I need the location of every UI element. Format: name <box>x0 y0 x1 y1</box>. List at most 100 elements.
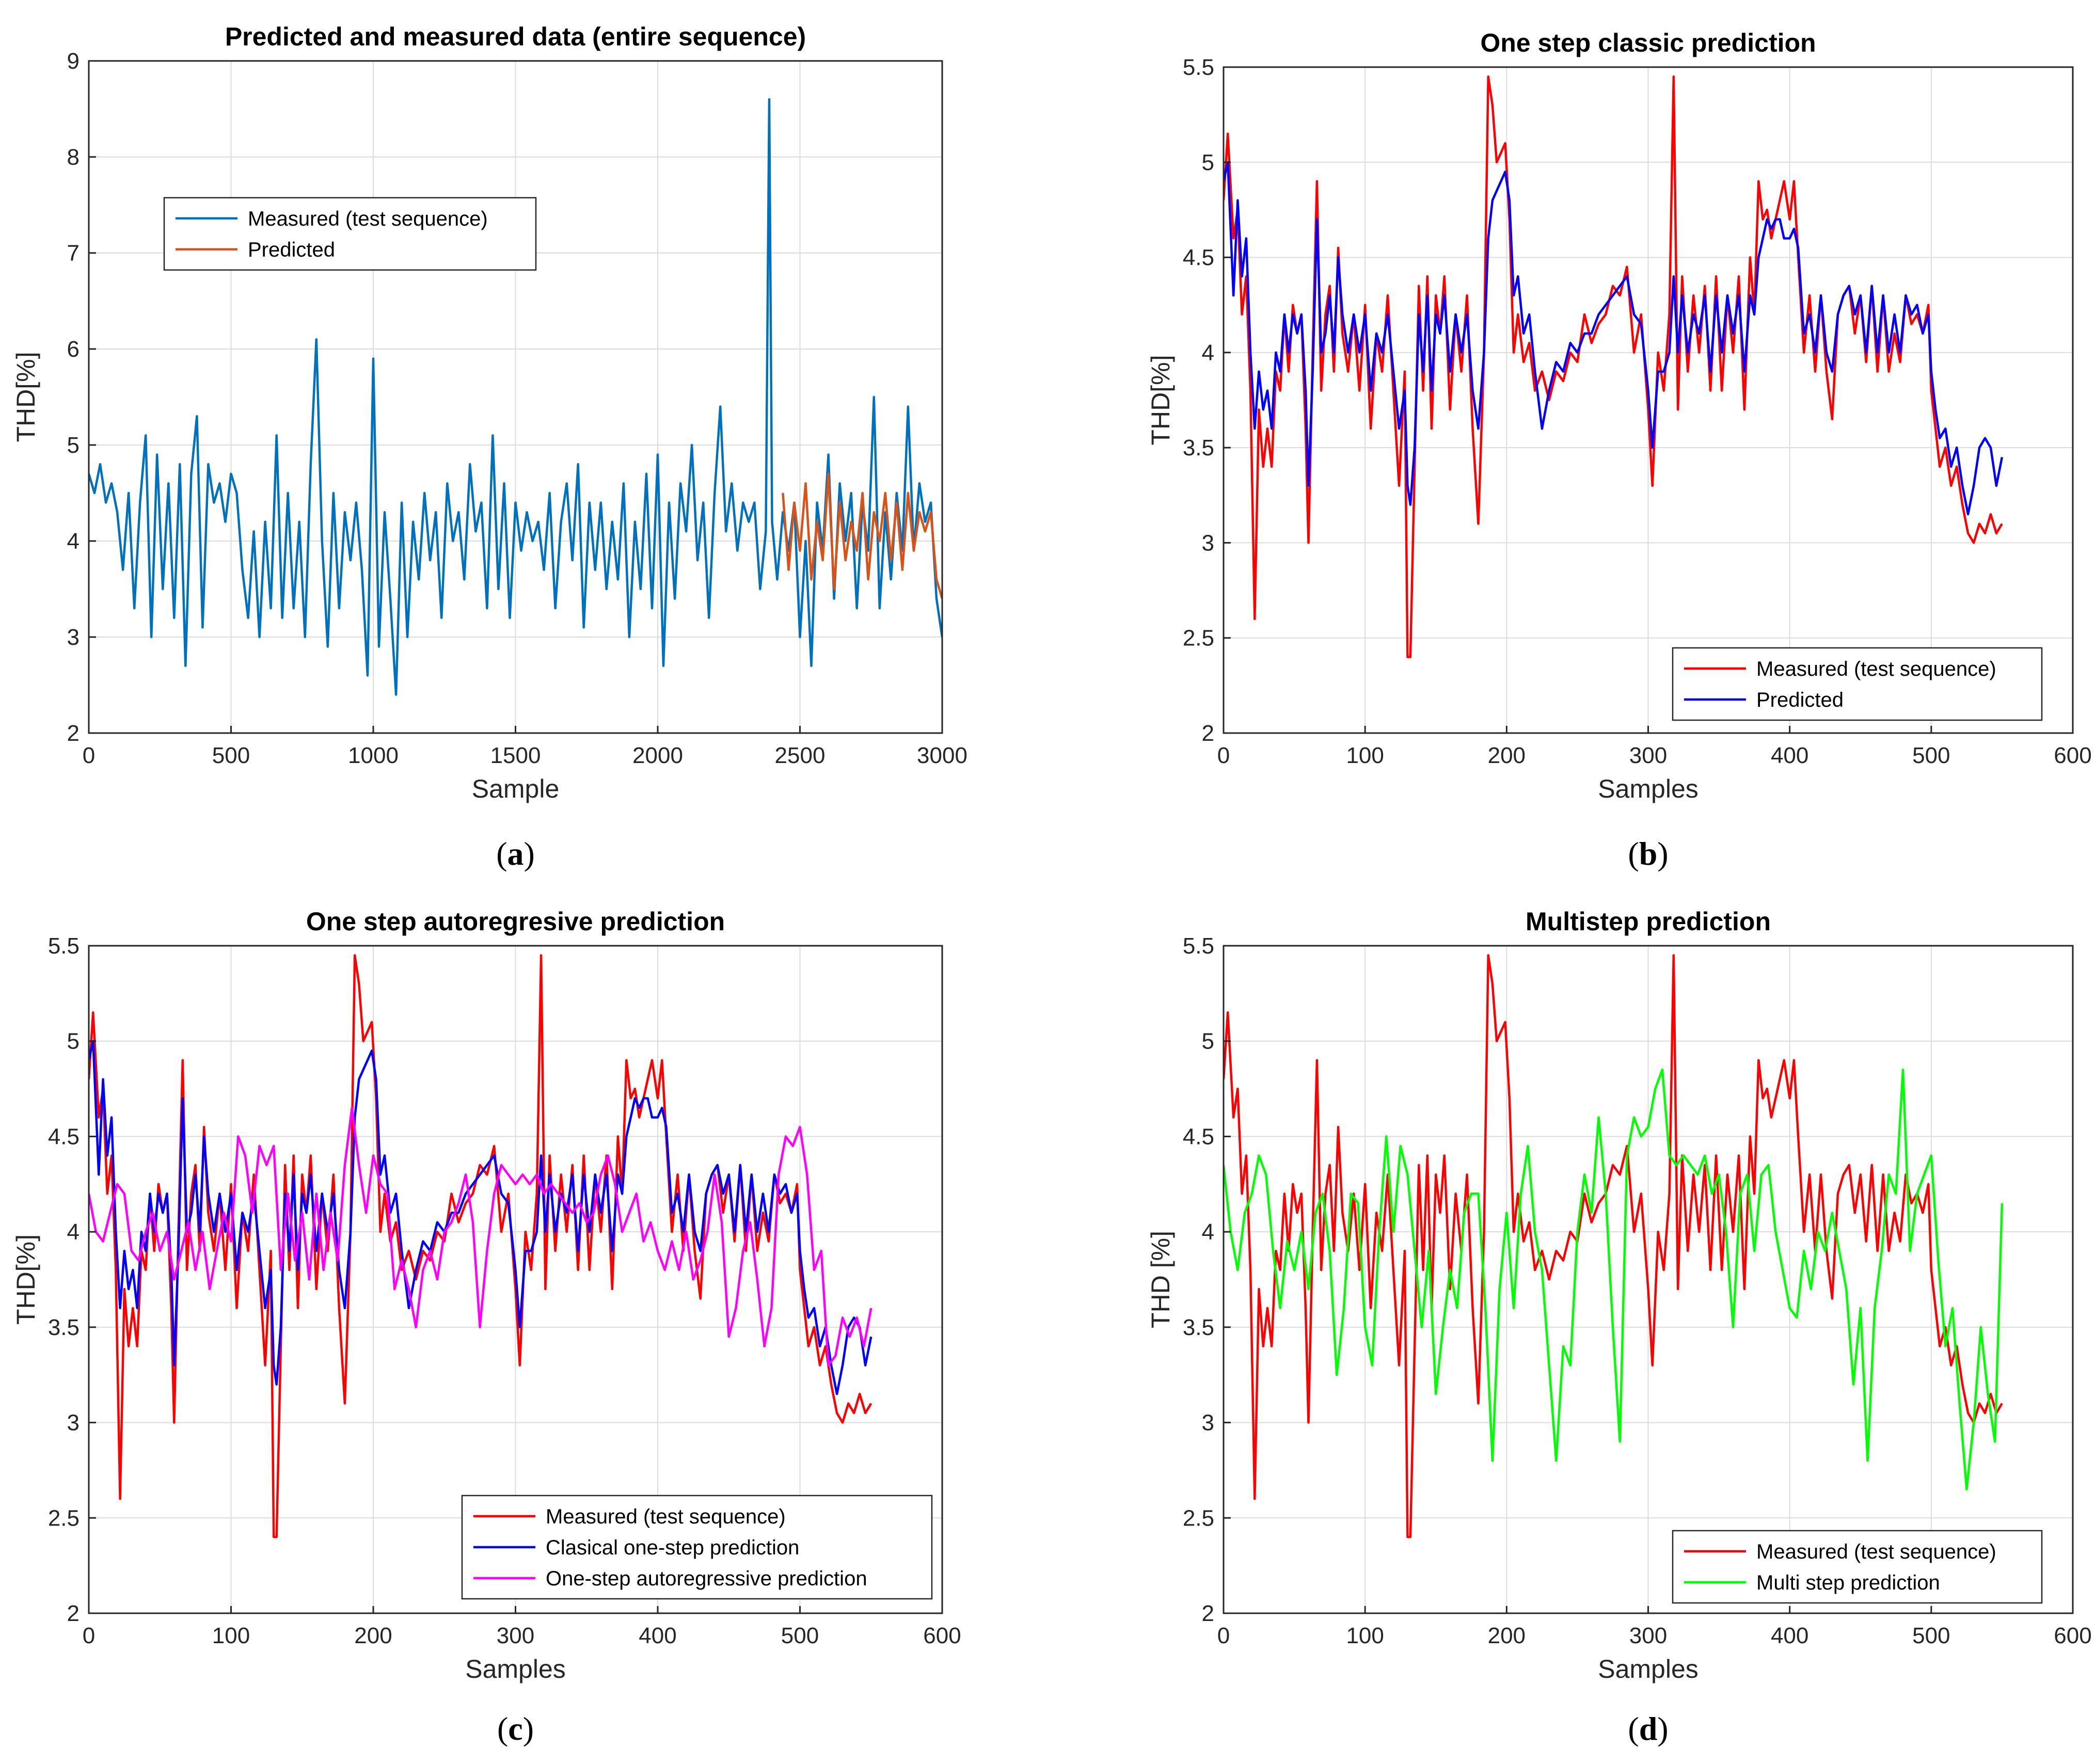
y-tick-label: 2.5 <box>1183 1505 1214 1531</box>
y-tick-label: 6 <box>67 337 80 362</box>
x-tick-label: 3000 <box>917 743 967 768</box>
series-line-2 <box>1224 1068 2004 1491</box>
x-tick-label: 300 <box>1629 1623 1667 1648</box>
y-tick-label: 2.5 <box>1183 626 1214 651</box>
chart-title: Multistep prediction <box>1526 907 1771 936</box>
chart-d-multistep: 0 100 200 300 400 500 600 2 2.5 3 3.5 4 4.5 5 5.5 Multi… <box>1146 907 2092 1747</box>
y-tick-label: 4.5 <box>48 1124 80 1149</box>
legend-box <box>461 1495 933 1600</box>
x-tick-label: 0 <box>83 743 95 768</box>
legend-label: Measured (test sequence) <box>248 208 488 230</box>
panel-caption: (a) <box>496 835 535 872</box>
x-tick-label: 400 <box>639 1623 676 1648</box>
y-axis-label: THD[%] <box>11 352 40 442</box>
x-tick-label: 0 <box>1217 1623 1230 1648</box>
x-tick-label: 500 <box>781 1623 819 1648</box>
y-tick-label: 3.5 <box>1183 1315 1214 1340</box>
x-tick-label: 100 <box>212 1623 250 1648</box>
y-tick-label: 3 <box>67 625 80 650</box>
y-tick-label: 2 <box>1202 721 1214 746</box>
x-tick-label: 600 <box>2054 743 2091 768</box>
y-tick-label: 4 <box>1202 340 1214 365</box>
series-group <box>1224 954 2004 1538</box>
series-line-2 <box>1224 161 2004 516</box>
chart-title: Predicted and measured data (entire sequ… <box>225 22 806 51</box>
series-line-1 <box>89 954 872 1538</box>
series-group <box>1224 75 2004 658</box>
x-axis-label: Samples <box>1598 1655 1699 1683</box>
legend: Measured (test sequence) Predicted <box>163 197 537 271</box>
x-tick-label: 600 <box>2054 1623 2091 1648</box>
y-tick-label: 5 <box>67 433 80 458</box>
legend: Measured (test sequence) Clasical one-ste… <box>461 1495 933 1600</box>
y-tick-label: 2 <box>67 1601 80 1626</box>
panel-caption: (b) <box>1628 835 1668 872</box>
legend-box <box>163 197 537 271</box>
y-axis-label: THD [%] <box>1146 1231 1175 1328</box>
x-tick-label: 1500 <box>490 743 541 768</box>
panel-caption: (c) <box>497 1710 534 1747</box>
x-tick-label: 400 <box>1771 1623 1808 1648</box>
y-tick-label: 5.5 <box>1183 933 1214 959</box>
x-tick-label: 0 <box>1217 743 1230 768</box>
x-tick-label: 200 <box>1488 1623 1526 1648</box>
chart-b-one-step-classic: 0 100 200 300 400 500 600 2 2.5 3 3.5 4 4.5 5 5.5 One s… <box>1146 28 2092 872</box>
x-tick-label: 200 <box>354 1623 392 1648</box>
y-axis-label: THD[%] <box>11 1234 40 1325</box>
series-group <box>89 954 872 1538</box>
y-tick-label: 2 <box>67 721 80 746</box>
series-line-3 <box>89 1106 872 1366</box>
panel-caption: (d) <box>1628 1710 1668 1747</box>
x-tick-label: 2500 <box>775 743 826 768</box>
x-tick-label: 2000 <box>632 743 683 768</box>
series-line-2 <box>89 1040 872 1395</box>
y-tick-label: 5 <box>67 1029 80 1054</box>
series-group <box>89 98 942 696</box>
x-tick-label: 1000 <box>348 743 399 768</box>
x-tick-label: 0 <box>83 1623 95 1648</box>
y-tick-label: 3 <box>1202 530 1214 555</box>
legend-label: Clasical one-step prediction <box>546 1536 799 1559</box>
series-line-2 <box>782 472 942 599</box>
y-tick-label: 2 <box>1202 1601 1214 1626</box>
y-tick-label: 9 <box>67 49 80 74</box>
chart-title: One step autoregresive prediction <box>306 907 725 936</box>
x-axis-label: Samples <box>465 1655 566 1683</box>
series-line-1 <box>1224 954 2003 1538</box>
x-axis-label: Samples <box>1598 774 1699 803</box>
y-tick-label: 2.5 <box>48 1505 80 1531</box>
x-tick-label: 200 <box>1488 743 1526 768</box>
y-tick-label: 4 <box>1202 1219 1214 1245</box>
y-tick-label: 3 <box>67 1410 80 1436</box>
legend-label: Multi step prediction <box>1756 1571 1940 1594</box>
x-tick-label: 100 <box>1346 1623 1384 1648</box>
x-tick-label: 500 <box>1912 743 1950 768</box>
y-tick-label: 3.5 <box>48 1315 80 1340</box>
series-line-1 <box>89 98 942 696</box>
x-tick-label: 100 <box>1346 743 1384 768</box>
legend-label: Predicted <box>248 239 335 261</box>
legend: Measured (test sequence) Predicted <box>1672 647 2043 721</box>
y-tick-label: 3.5 <box>1183 435 1214 460</box>
y-tick-label: 4.5 <box>1183 1124 1214 1149</box>
y-tick-label: 5.5 <box>1183 55 1214 80</box>
chart-a-entire-sequence: 0 500 1000 1500 2000 2500 3000 2 3 4 5 6 7 8 9 Predicte… <box>11 22 967 872</box>
y-tick-label: 4.5 <box>1183 245 1214 271</box>
legend-label: Predicted <box>1756 689 1844 711</box>
y-tick-label: 7 <box>67 241 80 266</box>
x-axis-label: Sample <box>472 774 560 803</box>
chart-c-one-step-autoregressive: 0 100 200 300 400 500 600 2 2.5 3 3.5 4 4.5 5 5.5 One s… <box>11 907 961 1747</box>
x-tick-label: 600 <box>923 1623 961 1648</box>
chart-title: One step classic prediction <box>1480 28 1816 57</box>
x-tick-label: 500 <box>212 743 250 768</box>
legend: Measured (test sequence) Multi step predi… <box>1672 1530 2043 1604</box>
y-tick-label: 5 <box>1202 150 1214 175</box>
x-tick-label: 300 <box>1629 743 1667 768</box>
y-tick-label: 5.5 <box>48 933 80 959</box>
y-tick-label: 4 <box>67 1219 80 1245</box>
legend-label: One-step autoregressive prediction <box>546 1567 867 1590</box>
legend-label: Measured (test sequence) <box>546 1505 786 1528</box>
y-tick-label: 5 <box>1202 1029 1214 1054</box>
legend-box <box>1672 647 2043 721</box>
